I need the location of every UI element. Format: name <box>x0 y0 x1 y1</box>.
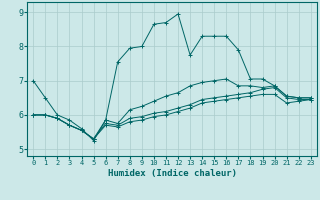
X-axis label: Humidex (Indice chaleur): Humidex (Indice chaleur) <box>108 169 236 178</box>
